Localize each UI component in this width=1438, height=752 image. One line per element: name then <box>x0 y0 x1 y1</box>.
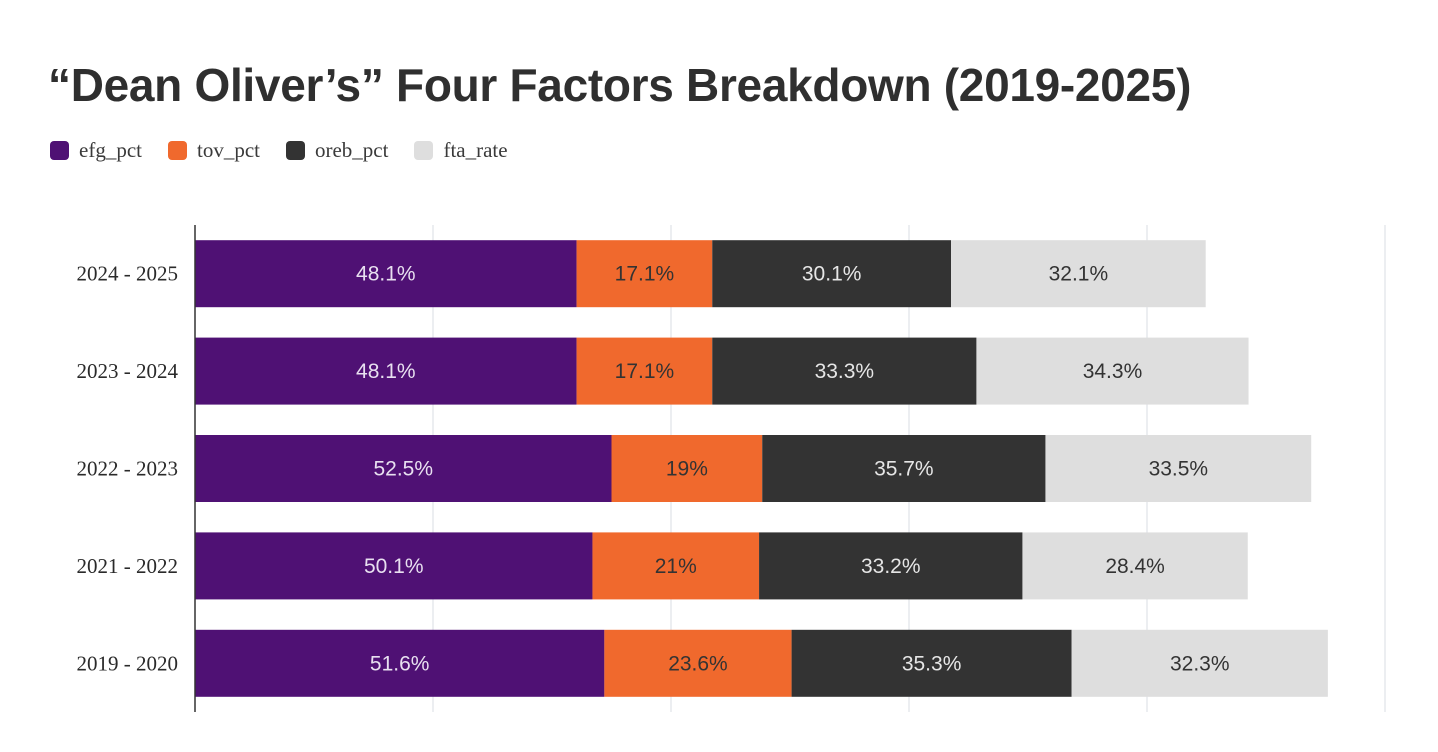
bar-segment-efg_pct <box>195 240 577 308</box>
data-label-efg_pct: 51.6% <box>370 652 430 675</box>
legend-label-tov: tov_pct <box>196 138 260 162</box>
bar-segment-oreb_pct <box>791 629 1072 697</box>
data-label-efg_pct: 52.5% <box>373 458 433 481</box>
bar-segment-efg_pct <box>195 337 577 405</box>
bar-segment-efg_pct <box>195 629 605 697</box>
bar-segment-tov_pct <box>576 337 713 405</box>
bar-segment-tov_pct <box>604 629 792 697</box>
data-label-efg_pct: 50.1% <box>364 555 424 578</box>
legend-swatch-oreb <box>285 141 305 160</box>
bar-segment-fta_rate <box>951 240 1206 308</box>
bar-segment-fta_rate <box>1045 435 1312 502</box>
category-label: 2019 - 2020 <box>77 651 179 675</box>
data-label-fta_rate: 34.3% <box>1083 360 1143 383</box>
data-label-fta_rate: 33.5% <box>1149 458 1209 481</box>
bar-segment-oreb_pct <box>759 532 1023 600</box>
legend-label-efg: efg_pct <box>79 138 142 162</box>
data-label-oreb_pct: 35.7% <box>874 458 934 481</box>
category-label: 2024 - 2025 <box>77 262 179 286</box>
legend-item-fta[interactable]: fta_rate <box>414 138 508 163</box>
bar-segment-tov_pct <box>611 435 763 502</box>
bar-segment-fta_rate <box>1071 629 1328 697</box>
legend-item-tov[interactable]: tov_pct <box>167 138 260 163</box>
bar-segment-fta_rate <box>1022 532 1248 600</box>
bar-segment-fta_rate <box>976 337 1249 405</box>
data-label-oreb_pct: 30.1% <box>802 263 862 286</box>
legend-item-efg[interactable]: efg_pct <box>50 138 142 163</box>
legend-label-oreb: oreb_pct <box>314 138 389 162</box>
data-label-oreb_pct: 35.3% <box>902 652 962 675</box>
data-label-fta_rate: 32.3% <box>1170 652 1230 675</box>
legend-item-oreb[interactable]: oreb_pct <box>285 138 389 163</box>
bar-segment-oreb_pct <box>712 337 977 405</box>
data-label-oreb_pct: 33.2% <box>861 555 921 578</box>
category-label: 2023 - 2024 <box>77 359 179 383</box>
data-label-efg_pct: 48.1% <box>356 263 416 286</box>
bar-segment-efg_pct <box>195 435 612 502</box>
data-label-efg_pct: 48.1% <box>356 360 416 383</box>
bar-segment-tov_pct <box>576 240 713 308</box>
bar-segment-oreb_pct <box>712 240 952 308</box>
category-label: 2021 - 2022 <box>77 554 179 578</box>
data-label-tov_pct: 17.1% <box>615 360 675 383</box>
data-label-tov_pct: 17.1% <box>615 263 675 286</box>
chart-title: “Dean Oliver’s” Four Factors Breakdown (… <box>48 59 1192 111</box>
data-label-oreb_pct: 33.3% <box>815 360 875 383</box>
bar-segment-efg_pct <box>195 532 593 600</box>
data-label-fta_rate: 28.4% <box>1105 555 1165 578</box>
legend-swatch-efg <box>50 141 69 160</box>
chart-legend: efg_pct tov_pct oreb_pct fta_rate <box>50 138 534 163</box>
data-label-tov_pct: 23.6% <box>668 652 728 675</box>
category-label: 2022 - 2023 <box>77 457 179 481</box>
legend-swatch-tov <box>167 141 187 160</box>
legend-label-fta: fta_rate <box>443 138 508 162</box>
data-label-tov_pct: 21% <box>655 555 697 578</box>
data-label-tov_pct: 19% <box>666 458 708 481</box>
bar-segment-tov_pct <box>592 532 760 600</box>
bar-segment-oreb_pct <box>762 435 1046 502</box>
legend-swatch-fta <box>414 141 434 160</box>
data-label-fta_rate: 32.1% <box>1049 263 1109 286</box>
